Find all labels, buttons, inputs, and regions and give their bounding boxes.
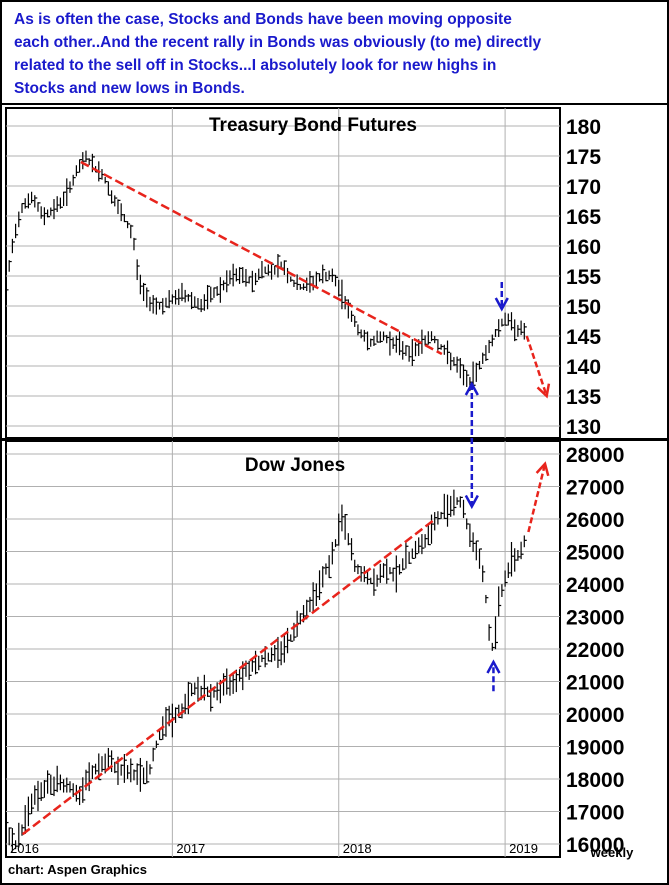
bond-blue-arrow-head <box>494 297 509 312</box>
bond-panel-frame <box>5 107 561 439</box>
trendlines <box>21 160 443 836</box>
linked-blue-arrow-head-top <box>464 381 479 396</box>
bond-panel-title: Treasury Bond Futures <box>209 115 417 136</box>
x-tick-label: 2018 <box>343 841 372 856</box>
dow-y-tick-label: 25000 <box>566 542 624 565</box>
note-line-3: related to the sell off in Stocks...I ab… <box>14 57 496 74</box>
bond-y-tick-label: 155 <box>566 266 601 289</box>
dow-trendline <box>21 518 436 836</box>
frequency-label: weekly <box>590 845 634 860</box>
dow-y-tick-label: 23000 <box>566 607 624 630</box>
dow-y-tick-label: 26000 <box>566 509 624 532</box>
x-tick-label: 2017 <box>176 841 205 856</box>
dow-y-tick-label: 24000 <box>566 574 624 597</box>
linked-blue-arrow-head-bottom <box>464 494 479 510</box>
bond-red-arrow-head <box>536 383 551 399</box>
bond-y-tick-label: 145 <box>566 326 601 349</box>
dow-y-tick-label: 22000 <box>566 639 624 662</box>
x-tick-label: 2019 <box>509 841 538 856</box>
bond-y-tick-label: 130 <box>566 416 601 439</box>
bond-red-arrow <box>525 335 548 397</box>
dow-red-arrow-head <box>535 461 550 477</box>
source-credit: chart: Aspen Graphics <box>8 862 147 877</box>
y-tick-labels: 130 135 140 145 150 155 160 165 170 175 180 16000 17… <box>566 116 624 857</box>
grid-lines <box>6 108 560 857</box>
dow-red-arrow <box>527 463 547 533</box>
note-line-1: As is often the case, Stocks and Bonds h… <box>14 11 512 28</box>
note-line-4: Stocks and new lows in Bonds. <box>14 80 245 97</box>
x-tick-labels: 2016 2017 2018 2019 <box>10 841 538 856</box>
bond-y-tick-label: 165 <box>566 206 601 229</box>
dow-blue-arrow-head <box>486 659 501 674</box>
bond-y-tick-label: 140 <box>566 356 601 379</box>
bond-y-tick-label: 135 <box>566 386 601 409</box>
dow-y-tick-label: 21000 <box>566 672 624 695</box>
x-tick-label: 2016 <box>10 841 39 856</box>
dow-y-tick-label: 19000 <box>566 737 624 760</box>
bond-y-tick-label: 170 <box>566 176 601 199</box>
bond-trendline <box>80 160 443 356</box>
bond-y-tick-label: 180 <box>566 116 601 139</box>
dow-y-tick-label: 17000 <box>566 802 624 825</box>
dow-y-tick-label: 16000 <box>566 834 624 857</box>
note-line-2: each other..And the recent rally in Bond… <box>14 34 542 51</box>
dow-y-tick-label: 20000 <box>566 704 624 727</box>
dow-y-tick-label: 18000 <box>566 769 624 792</box>
bond-y-tick-label: 160 <box>566 236 601 259</box>
bond-y-tick-label: 150 <box>566 296 601 319</box>
dow-panel-title: Dow Jones <box>245 455 345 476</box>
bond-y-tick-label: 175 <box>566 146 601 169</box>
arrows <box>464 282 551 692</box>
dow-y-tick-label: 28000 <box>566 444 624 467</box>
dow-y-tick-label: 27000 <box>566 477 624 500</box>
note-box <box>0 0 669 105</box>
